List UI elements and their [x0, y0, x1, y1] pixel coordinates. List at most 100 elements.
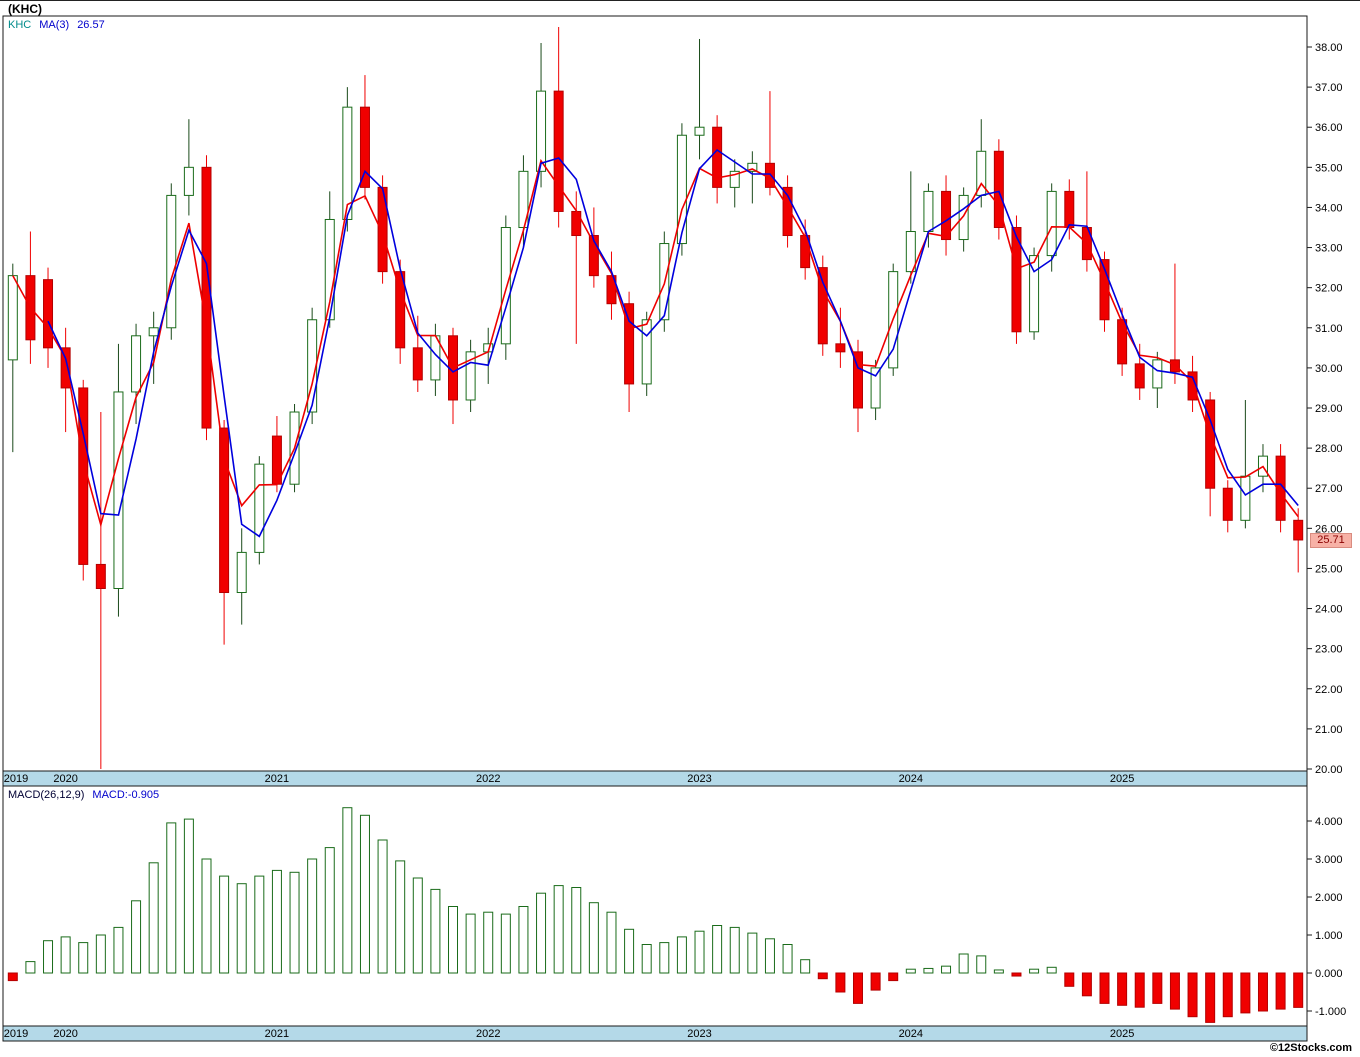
macd-bar	[1205, 972, 1216, 1023]
macd-bar	[624, 928, 635, 974]
macd-bar	[1169, 972, 1180, 1010]
macd-tick-label: 1.000	[1315, 930, 1343, 942]
macd-tick-label: 2.000	[1315, 892, 1343, 904]
macd-bar	[676, 936, 687, 974]
candle-body	[588, 235, 599, 277]
year-label: 2020	[53, 1028, 77, 1040]
candle-body	[1293, 519, 1304, 541]
candle-body	[817, 267, 828, 345]
year-label: 2022	[476, 773, 500, 785]
page-title: (KHC)	[8, 2, 42, 16]
price-tick-label: 32.00	[1315, 283, 1343, 295]
macd-bar	[588, 902, 599, 974]
candle-body	[1134, 363, 1145, 389]
macd-bar	[905, 968, 916, 974]
year-label: 2019	[4, 773, 28, 785]
price-tick-label: 29.00	[1315, 403, 1343, 415]
macd-bar	[976, 955, 987, 974]
price-tick-label: 28.00	[1315, 443, 1343, 455]
candle-body	[1222, 487, 1233, 521]
macd-tick-label: 0.000	[1315, 968, 1343, 980]
macd-bar	[359, 814, 370, 974]
year-label: 2023	[687, 773, 711, 785]
candle-body	[148, 327, 159, 337]
macd-bar	[113, 926, 124, 974]
price-tick-label: 26.00	[1315, 523, 1343, 535]
macd-params-label: MACD(26,12,9)	[8, 789, 85, 801]
price-tick-label: 30.00	[1315, 363, 1343, 375]
candle-body	[852, 351, 863, 409]
symbol-label: KHC	[8, 19, 32, 31]
macd-bar	[377, 839, 388, 974]
year-label: 2024	[899, 773, 923, 785]
candle-body	[694, 126, 705, 136]
candle-body	[1029, 255, 1040, 333]
candle-body	[905, 231, 916, 273]
candle-body	[113, 391, 124, 590]
macd-bar	[1222, 972, 1233, 1018]
candle-body	[729, 170, 740, 188]
candle-body	[1187, 371, 1198, 401]
macd-bar	[307, 858, 318, 974]
macd-bar	[870, 972, 881, 991]
candle-body	[1240, 475, 1251, 521]
macd-bar	[500, 913, 511, 974]
macd-bar	[553, 885, 564, 974]
macd-bar	[7, 972, 18, 982]
macd-bar	[219, 875, 230, 974]
candle-body	[166, 194, 177, 329]
macd-bar	[412, 877, 423, 974]
macd-bar	[95, 934, 106, 974]
macd-bar	[1257, 972, 1268, 1012]
macd-bar	[571, 887, 582, 974]
macd-bar	[254, 875, 265, 974]
candle-body	[1275, 455, 1286, 521]
candle-body	[95, 563, 106, 590]
macd-bar	[183, 818, 194, 974]
candle-body	[183, 166, 194, 196]
macd-bar	[465, 913, 476, 974]
candle-body	[676, 134, 687, 245]
candle-body	[1011, 227, 1022, 333]
price-tick-label: 31.00	[1315, 323, 1343, 335]
macd-bar	[694, 930, 705, 974]
macd-bar	[835, 972, 846, 993]
price-tick-label: 33.00	[1315, 243, 1343, 255]
macd-bar	[1293, 972, 1304, 1008]
macd-bar	[958, 953, 969, 974]
macd-bar	[659, 942, 670, 974]
macd-bar	[78, 942, 89, 974]
candle-body	[1117, 319, 1128, 365]
macd-bar	[148, 862, 159, 974]
macd-bar	[271, 869, 282, 974]
macd-bar	[43, 940, 54, 974]
candle-body	[43, 279, 54, 349]
macd-bar	[606, 911, 617, 974]
macd-bar	[324, 847, 335, 974]
macd-bar	[201, 858, 212, 974]
candle-body	[1169, 359, 1180, 373]
macd-bar	[1081, 972, 1092, 997]
year-label: 2022	[476, 1028, 500, 1040]
macd-tick-label: 3.000	[1315, 854, 1343, 866]
price-panel	[2, 15, 1308, 772]
candle-body	[465, 351, 476, 401]
price-tick-label: 27.00	[1315, 483, 1343, 495]
candle-body	[7, 275, 18, 361]
macd-bar	[800, 959, 811, 974]
macd-value: MACD:-0.905	[92, 789, 160, 801]
candle-body	[536, 90, 547, 172]
candle-body	[712, 126, 723, 188]
macd-bar	[1046, 966, 1057, 974]
price-tick-label: 37.00	[1315, 82, 1343, 94]
year-label: 2025	[1110, 1028, 1134, 1040]
macd-bar	[1134, 972, 1145, 1008]
macd-bar	[518, 906, 529, 974]
macd-bar	[1099, 972, 1110, 1004]
macd-bar	[483, 911, 494, 974]
macd-bar	[747, 932, 758, 974]
year-label: 2023	[687, 1028, 711, 1040]
macd-tick-label: 4.000	[1315, 816, 1343, 828]
